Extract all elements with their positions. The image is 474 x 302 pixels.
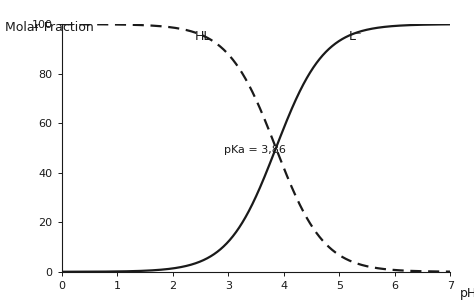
Text: L⁻: L⁻: [349, 30, 363, 43]
Text: pKa = 3,86: pKa = 3,86: [224, 146, 286, 156]
Text: pH: pH: [460, 287, 474, 300]
Text: HL: HL: [195, 30, 211, 43]
Text: Molar Fraction: Molar Fraction: [5, 21, 93, 34]
